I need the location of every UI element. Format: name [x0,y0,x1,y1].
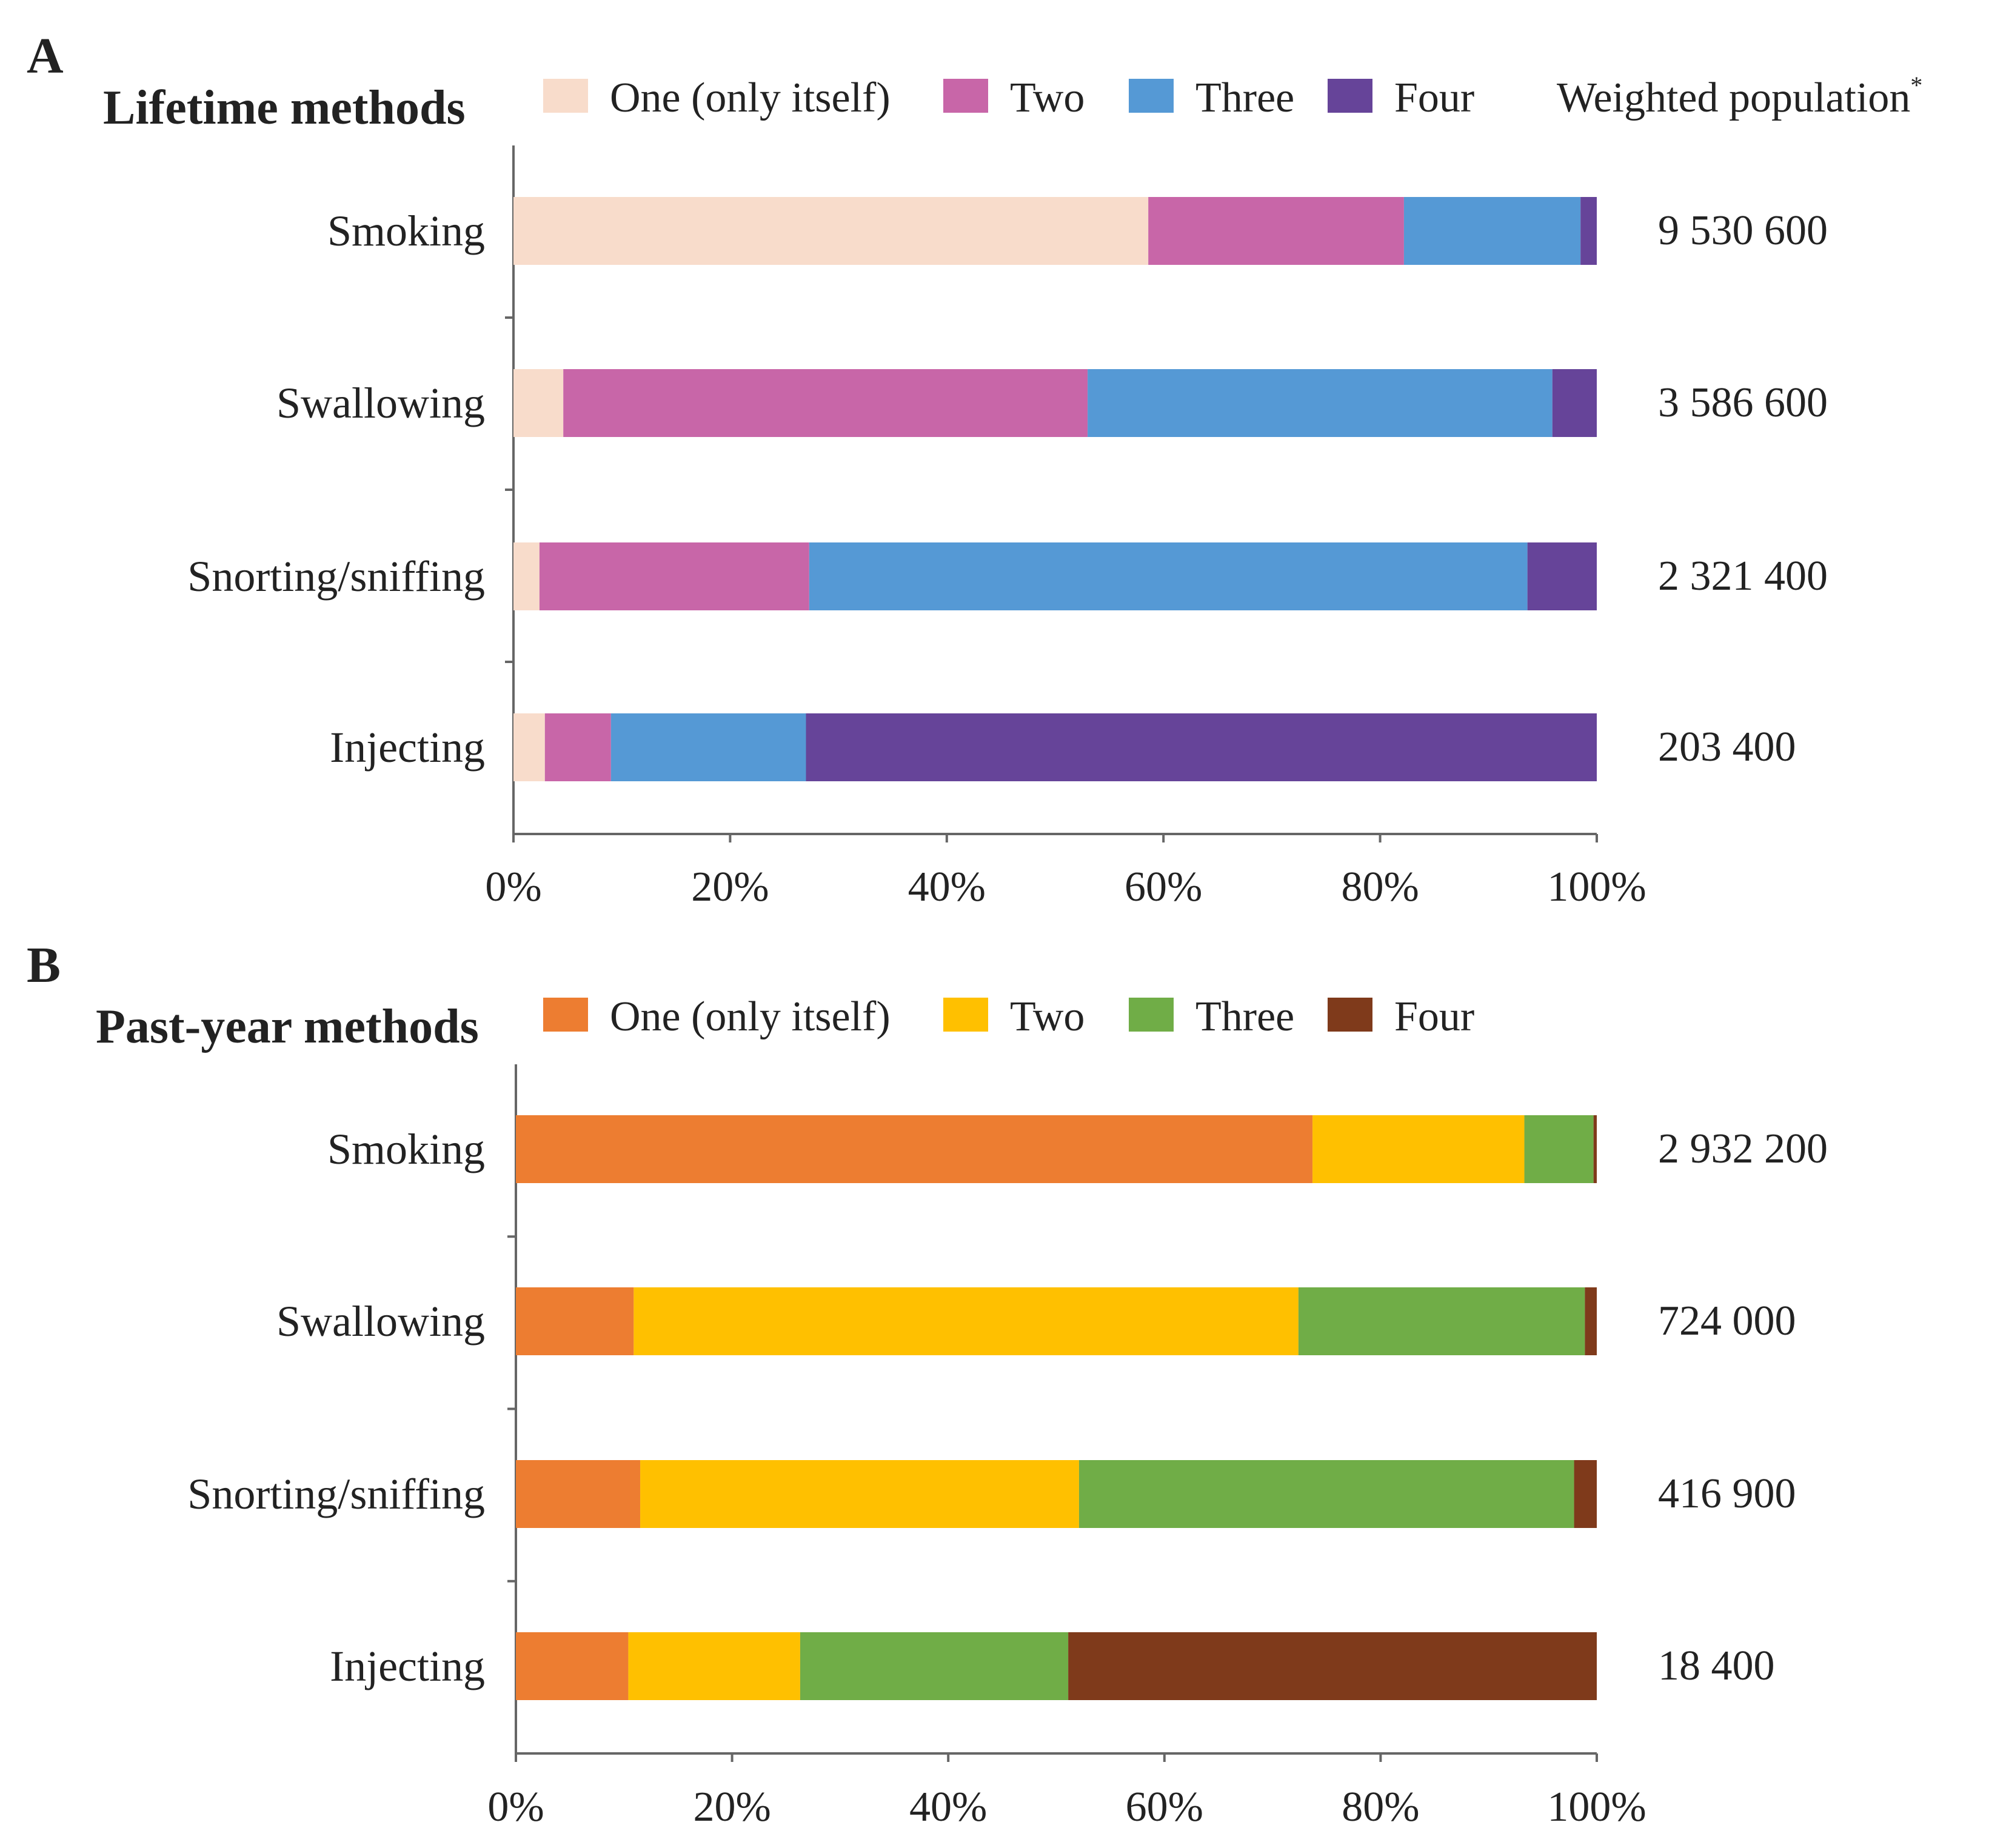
x-tick-label: 20% [691,864,769,910]
bar-segment [633,1287,1299,1355]
weighted-population-value: 18 400 [1658,1643,1775,1689]
x-tick-label: 60% [1126,1784,1203,1830]
bar-segment [1078,1460,1574,1528]
x-tick-label: 40% [909,1784,987,1830]
panel-b: B Past-year methods One (only itself) Two Th… [27,937,1828,1830]
category-label: Swallowing [276,379,485,427]
bar-segment [544,713,611,781]
legend-label: One (only itself) [610,993,891,1040]
category-label: Swallowing [276,1297,485,1346]
bar-segment [516,1287,634,1355]
bar-segment [516,1632,629,1700]
legend-label: Four [1394,993,1474,1040]
weighted-population-value: 203 400 [1658,724,1796,770]
legend-swatch [943,79,988,113]
bar-segment [1574,1460,1597,1528]
category-label: Injecting [330,1642,485,1690]
weighted-population-value: 2 932 200 [1658,1126,1828,1172]
bar-segment [1312,1115,1525,1183]
bar-segment [1088,369,1553,437]
weighted-population-value: 2 321 400 [1658,553,1828,599]
bar-segment [640,1460,1079,1528]
legend-label: Three [1195,75,1294,121]
x-tick-label: 0% [485,864,541,910]
legend-label: One (only itself) [610,75,891,121]
bar-segment [1148,197,1404,265]
category-label: Snorting/sniffing [187,1470,485,1518]
panel-a: A Lifetime methods One (only itself) Two Thr… [27,28,1922,910]
x-tick-label: 60% [1125,864,1202,910]
x-tick-label: 80% [1342,1784,1419,1830]
bar-segment [610,713,806,781]
x-tick-label: 100% [1547,1784,1646,1830]
panel-letter: A [27,28,64,84]
bar-segment [1403,197,1581,265]
bar-segment [1524,1115,1594,1183]
category-label: Injecting [330,723,485,772]
x-tick-label: 20% [693,1784,771,1830]
bar-segment [539,542,809,610]
bar-segment [516,1115,1313,1183]
bar-segment [516,1460,641,1528]
bar-segment [1068,1632,1597,1700]
category-label: Smoking [327,207,485,255]
panel-letter: B [27,937,61,993]
bar-segment [513,713,545,781]
x-tick-label: 100% [1547,864,1646,910]
weighted-population-value: 724 000 [1658,1298,1796,1344]
bar-segment [1593,1115,1597,1183]
bar-segment [806,713,1597,781]
bar-segment [1298,1287,1585,1355]
x-tick-label: 40% [908,864,986,910]
bar-segment [1552,369,1597,437]
chart-title: Past-year methods [96,1000,479,1053]
bar-segment [809,542,1528,610]
legend-swatch [543,79,588,113]
legend-swatch [543,998,588,1032]
legend-label: Four [1394,75,1474,121]
category-label: Smoking [327,1125,485,1173]
legend-swatch [1328,998,1372,1032]
legend-swatch [1328,79,1372,113]
weighted-population-value: 3 586 600 [1658,379,1828,426]
weighted-population-header: Weighted population* [1557,72,1922,121]
bar-segment [800,1632,1069,1700]
bar-segment [1527,542,1597,610]
legend-swatch [1129,79,1174,113]
bar-segment [513,369,564,437]
legend-label: Three [1195,993,1294,1040]
bar-segment [513,542,540,610]
legend-swatch [1129,998,1174,1032]
weighted-population-value: 416 900 [1658,1470,1796,1517]
bar-segment [1585,1287,1597,1355]
bar-segment [513,197,1149,265]
legend-swatch [943,998,988,1032]
x-tick-label: 80% [1341,864,1419,910]
category-label: Snorting/sniffing [187,552,485,601]
legend-label: Two [1010,993,1085,1040]
x-tick-label: 0% [487,1784,544,1830]
chart-title: Lifetime methods [103,81,466,135]
bar-segment [563,369,1088,437]
bar-segment [1580,197,1597,265]
legend-label: Two [1010,75,1085,121]
weighted-population-value: 9 530 600 [1658,207,1828,254]
bar-segment [628,1632,800,1700]
